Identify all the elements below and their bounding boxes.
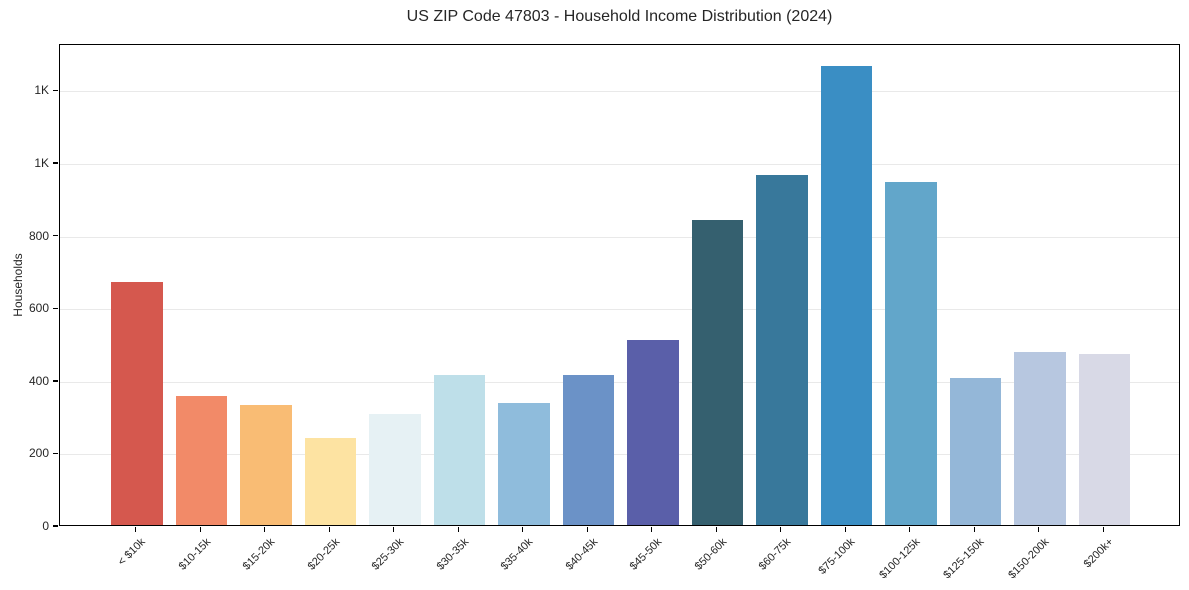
bar-75-100k xyxy=(820,65,873,525)
bar-25-30k xyxy=(369,414,421,525)
x-tick-mark xyxy=(135,527,137,532)
y-tick-label: 800 xyxy=(28,228,49,243)
y-tick-label: 200 xyxy=(28,446,49,461)
bar-10-15k xyxy=(175,396,228,525)
bar-40-45k xyxy=(562,374,615,525)
y-tick-label: 400 xyxy=(28,373,49,388)
gridline xyxy=(60,381,1179,383)
x-tick-mark xyxy=(522,527,524,532)
y-tick-mark xyxy=(53,307,58,309)
bar-20-25k xyxy=(304,437,357,525)
x-tick-mark xyxy=(1102,527,1104,532)
x-tick-mark xyxy=(328,527,330,532)
gridline xyxy=(60,236,1179,238)
gridline xyxy=(60,91,1179,93)
gridline xyxy=(60,309,1179,311)
y-tick-label: 0 xyxy=(42,519,49,533)
plot-area xyxy=(59,44,1180,526)
x-tick-mark xyxy=(844,527,846,532)
x-tick-mark xyxy=(1038,527,1040,532)
x-tick-mark xyxy=(651,527,653,532)
x-tick-mark xyxy=(780,527,782,532)
y-tick-label: 1K xyxy=(34,156,49,171)
y-tick-label: 600 xyxy=(28,301,49,316)
bar-10k xyxy=(111,281,163,525)
bar-200k xyxy=(1078,354,1131,525)
x-tick-mark xyxy=(586,527,588,532)
bar-50-60k xyxy=(691,220,744,525)
x-tick-mark xyxy=(199,527,201,532)
bar-125-150k xyxy=(949,378,1002,525)
bar-150-200k xyxy=(1014,351,1066,525)
x-tick-mark xyxy=(973,527,975,532)
y-tick-mark xyxy=(53,380,58,382)
y-tick-mark xyxy=(53,89,58,92)
x-tick-mark xyxy=(457,527,459,532)
gridline xyxy=(60,454,1179,456)
gridline xyxy=(60,164,1179,166)
bar-100-125k xyxy=(885,182,937,525)
y-tick-mark xyxy=(53,162,58,164)
y-tick-mark xyxy=(53,525,58,527)
y-tick-mark xyxy=(53,452,58,455)
bar-60-75k xyxy=(756,174,808,525)
y-tick-label: 1K xyxy=(34,83,49,98)
bar-35-40k xyxy=(498,403,550,525)
x-tick-mark xyxy=(264,527,266,532)
x-tick-mark xyxy=(393,527,395,532)
y-tick-mark xyxy=(53,234,58,237)
x-tick-mark xyxy=(909,527,911,532)
x-tick-mark xyxy=(715,527,717,532)
bar-15-20k xyxy=(240,405,292,525)
bar-30-35k xyxy=(433,375,486,525)
chart-title: US ZIP Code 47803 - Household Income Dis… xyxy=(406,8,833,25)
bar-45-50k xyxy=(627,339,679,525)
